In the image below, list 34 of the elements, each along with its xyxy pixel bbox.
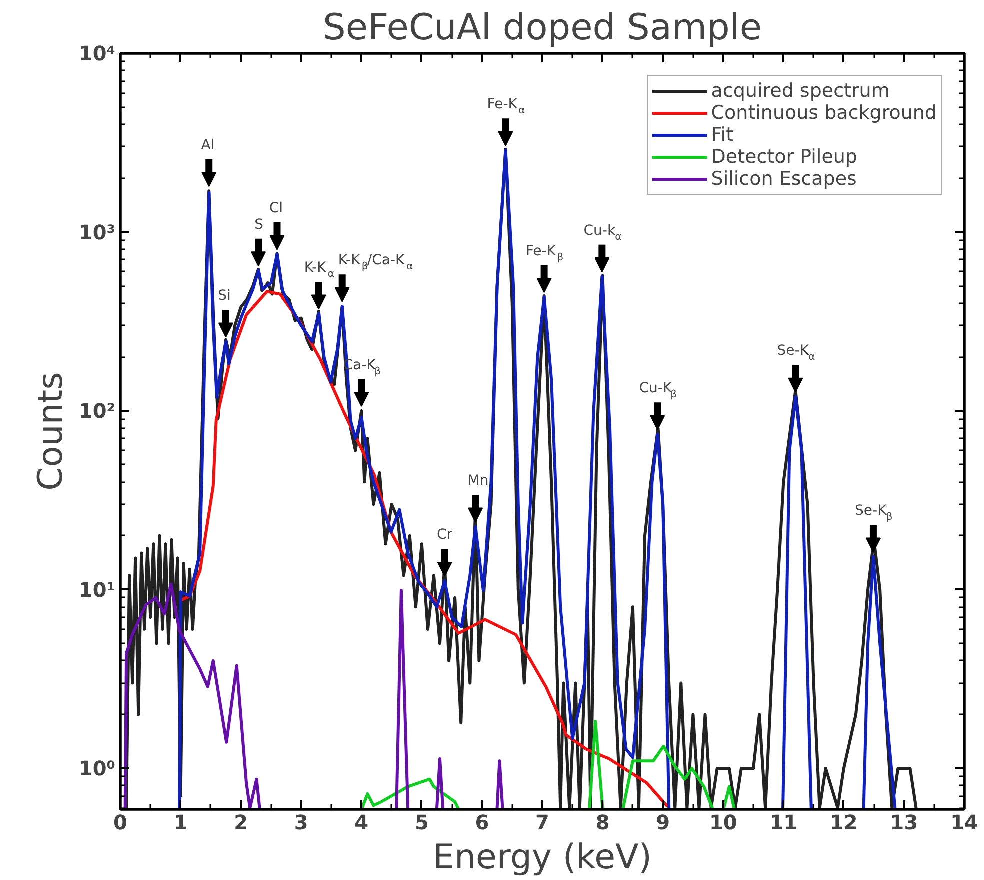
x-tick-label: 7 (536, 810, 550, 834)
annotation: Mn (468, 473, 489, 490)
annotation: Cl (269, 200, 284, 217)
legend-label: acquired spectrum (711, 80, 890, 102)
x-tick-label: 2 (234, 810, 248, 834)
legend-label: Detector Pileup (711, 146, 858, 168)
y-tick-label: 10² (78, 399, 116, 424)
x-tick-label: 3 (294, 810, 308, 834)
y-tick-label: 10³ (78, 220, 116, 244)
x-axis-title: Energy (keV) (432, 838, 652, 878)
x-tick-label: 12 (830, 810, 858, 834)
y-tick-label: 10¹ (78, 578, 116, 602)
x-tick-label: 8 (596, 810, 610, 834)
legend-label: Fit (711, 124, 734, 146)
y-axis-title: Counts (30, 372, 71, 491)
annotation: Cr (436, 527, 453, 544)
x-tick-label: 9 (656, 810, 670, 834)
annotation: Si (218, 288, 231, 304)
x-tick-label: 10 (709, 810, 738, 834)
y-tick-label: 10⁴ (78, 42, 116, 66)
annotation: S (254, 216, 264, 233)
annotation: Al (201, 137, 215, 154)
x-tick-label: 5 (414, 810, 429, 834)
x-tick-label: 0 (114, 810, 128, 834)
legend-label: Continuous background (711, 102, 937, 124)
y-tick-label: 10⁰ (78, 756, 116, 781)
x-tick-label: 4 (354, 810, 369, 834)
x-tick-label: 11 (770, 810, 798, 834)
x-tick-label: 1 (174, 810, 188, 834)
chart-title: SeFeCuAl doped Sample (322, 8, 762, 48)
x-tick-label: 13 (890, 810, 918, 834)
x-tick-label: 14 (950, 810, 978, 834)
legend-label: Silicon Escapes (711, 168, 857, 190)
x-tick-label: 6 (475, 810, 490, 834)
